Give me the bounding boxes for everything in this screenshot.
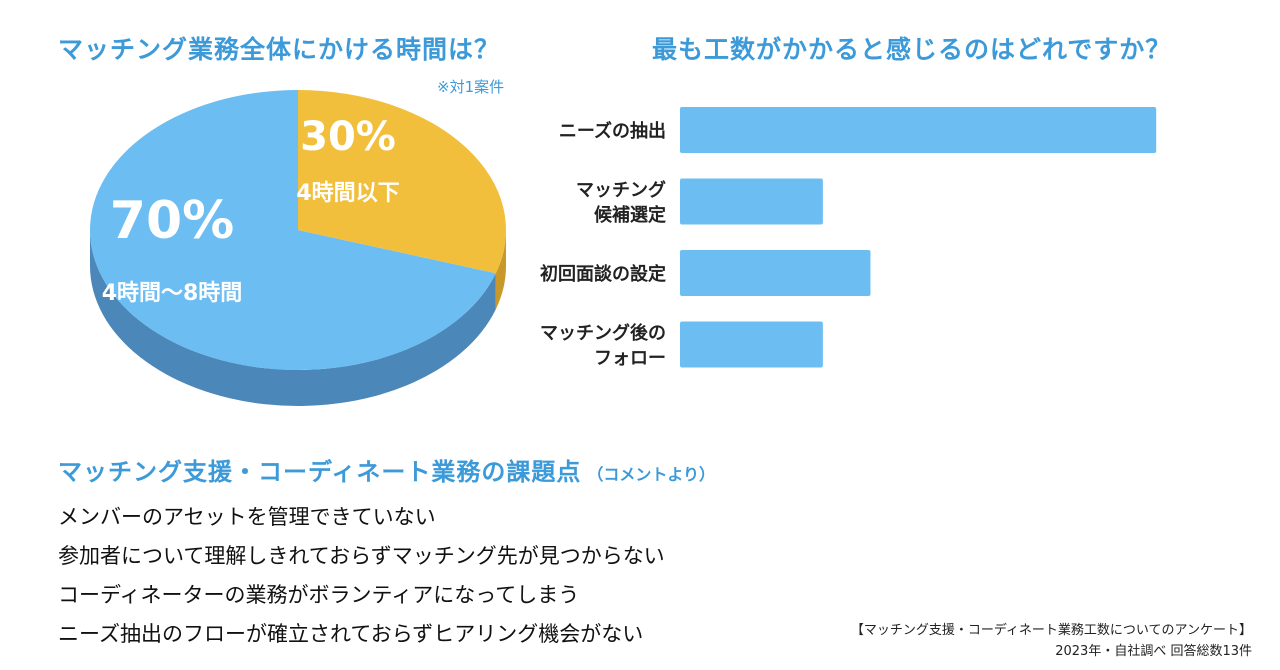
issues-title: マッチング支援・コーディネート業務の課題点	[58, 458, 582, 486]
pie-slice-side-0	[90, 230, 496, 407]
bar-category-label: マッチング後の	[540, 322, 666, 344]
bar	[680, 250, 871, 296]
issue-item: コーディネーターの業務がボランティアになってしまう	[58, 583, 580, 607]
bar	[680, 321, 823, 368]
pie-chart-title: マッチング業務全体にかける時間は？	[58, 35, 501, 64]
bar	[680, 107, 1157, 153]
bar-category-label: フォロー	[594, 348, 666, 369]
issues-list: メンバーのアセットを管理できていない 参加者について理解しきれておらずマッチング…	[58, 498, 665, 654]
pie-slice-side-1	[495, 230, 506, 310]
pie-percent-label: 30%	[300, 114, 396, 160]
pie-percent-label: 70%	[110, 191, 234, 251]
bar-chart-title: 最も工数がかかると感じるのはどれですか？	[652, 35, 1172, 64]
source-note: 【マッチング支援・コーディネート業務工数についてのアンケート】 2023年・自社…	[851, 620, 1252, 662]
pie-slice-label: 4時間〜8時間	[102, 281, 243, 306]
issue-item: メンバーのアセットを管理できていない	[58, 505, 436, 529]
pie-chart: 70% 4時間〜8時間 30% 4時間以下	[90, 90, 507, 407]
issue-item: 参加者について理解しきれておらずマッチング先が見つからない	[58, 544, 665, 568]
bar-category-label: 候補選定	[594, 204, 666, 226]
bar-category-label: ニーズの抽出	[559, 120, 666, 142]
source-title: 【マッチング支援・コーディネート業務工数についてのアンケート】	[850, 623, 1252, 638]
bar-category-label: 初回面談の設定	[540, 263, 666, 285]
issues-subtitle: （コメントより）	[587, 465, 716, 484]
pie-chart-note: ※対1案件	[437, 78, 505, 96]
pie-slice-0	[90, 90, 496, 370]
issue-item: ニーズ抽出のフローが確立されておらずヒアリング機会がない	[58, 622, 644, 646]
pie-slice-1	[298, 90, 507, 274]
bar	[680, 178, 823, 225]
issues-heading: マッチング支援・コーディネート業務の課題点 （コメントより）	[58, 452, 715, 487]
pie-slice-label: 4時間以下	[296, 181, 399, 206]
bar-category-label: マッチング	[576, 179, 666, 201]
source-details: 2023年・自社調べ 回答総数13件	[1055, 644, 1252, 659]
